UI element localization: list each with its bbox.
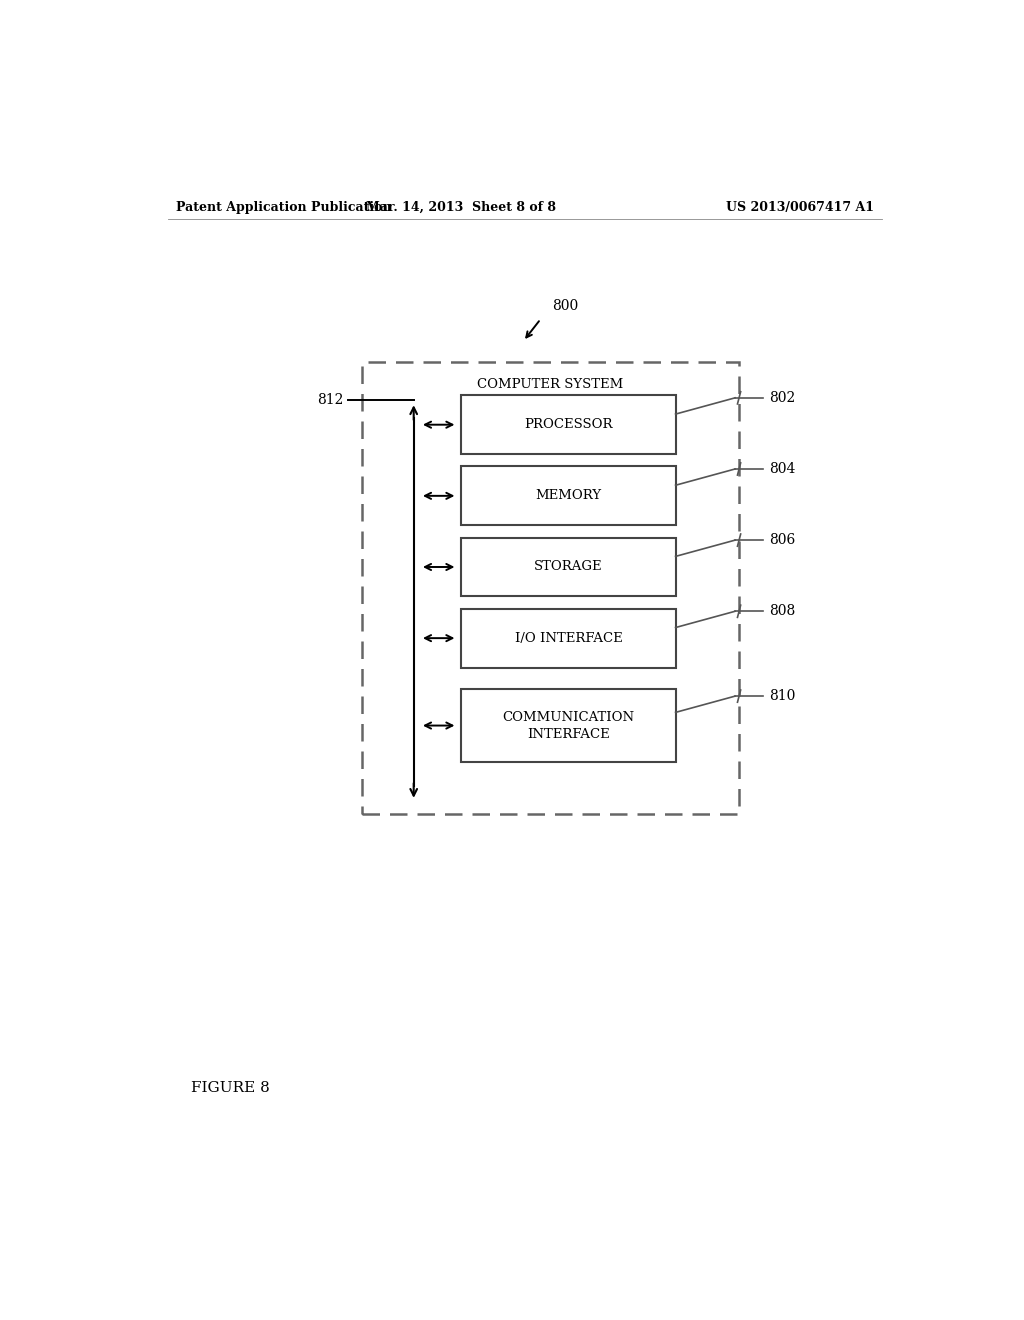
- Text: I/O INTERFACE: I/O INTERFACE: [515, 632, 623, 644]
- Bar: [461, 689, 676, 762]
- Bar: [461, 537, 676, 597]
- Text: MEMORY: MEMORY: [536, 490, 601, 503]
- Bar: [461, 466, 676, 525]
- Text: COMMUNICATION
INTERFACE: COMMUNICATION INTERFACE: [503, 710, 635, 741]
- Text: STORAGE: STORAGE: [535, 561, 603, 573]
- Text: Patent Application Publication: Patent Application Publication: [176, 201, 391, 214]
- Text: 812: 812: [317, 393, 344, 408]
- Text: Mar. 14, 2013  Sheet 8 of 8: Mar. 14, 2013 Sheet 8 of 8: [367, 201, 556, 214]
- Text: US 2013/0067417 A1: US 2013/0067417 A1: [726, 201, 873, 214]
- Bar: [461, 609, 676, 668]
- Text: 806: 806: [769, 533, 796, 546]
- Text: FIGURE 8: FIGURE 8: [191, 1081, 270, 1096]
- Text: 800: 800: [553, 298, 579, 313]
- Bar: [461, 395, 676, 454]
- Text: 802: 802: [769, 391, 796, 405]
- Text: PROCESSOR: PROCESSOR: [524, 418, 612, 432]
- Text: 804: 804: [769, 462, 796, 477]
- Text: COMPUTER SYSTEM: COMPUTER SYSTEM: [477, 378, 624, 391]
- Text: 808: 808: [769, 605, 796, 618]
- Bar: [362, 362, 739, 814]
- Text: 810: 810: [769, 689, 796, 704]
